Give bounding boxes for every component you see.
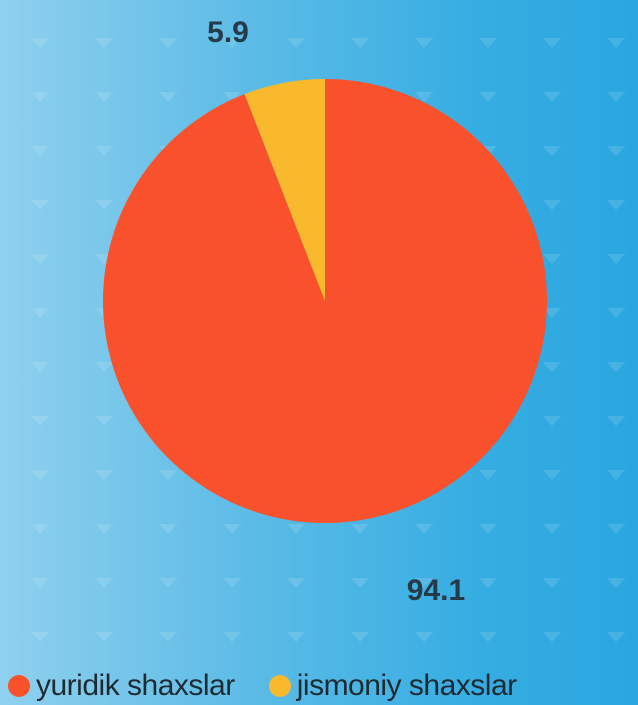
background-triangle [159, 92, 177, 102]
background-triangle [479, 578, 497, 588]
legend-label-jismoniy: jismoniy shaxslar [296, 669, 517, 702]
background-triangle [159, 578, 177, 588]
background-triangle [31, 578, 49, 588]
background-triangle [31, 524, 49, 534]
background-triangle [607, 578, 625, 588]
background-triangle [351, 524, 369, 534]
background-triangle [543, 308, 561, 318]
background-triangle [95, 38, 113, 48]
background-triangle [223, 92, 241, 102]
legend-swatch-yuridik [8, 675, 30, 697]
background-triangle [159, 38, 177, 48]
background-triangle [543, 578, 561, 588]
background-triangle [31, 308, 49, 318]
pie-data-labels: 94.1 5.9 [207, 16, 465, 607]
background-triangle [415, 38, 433, 48]
background-triangle [607, 524, 625, 534]
legend: yuridik shaxslar jismoniy shaxslar [8, 666, 517, 705]
background-triangle [351, 578, 369, 588]
background-triangle [607, 92, 625, 102]
background-triangle [543, 632, 561, 642]
background-triangle [287, 524, 305, 534]
background-triangle [543, 416, 561, 426]
legend-item-yuridik[interactable]: yuridik shaxslar [8, 669, 235, 703]
background-triangle [479, 524, 497, 534]
background-triangle [95, 200, 113, 210]
background-triangle [415, 632, 433, 642]
legend-item-jismoniy[interactable]: jismoniy shaxslar [268, 669, 517, 703]
background-triangle [223, 578, 241, 588]
background-triangle [607, 470, 625, 480]
background-triangle [415, 92, 433, 102]
background-triangle [95, 524, 113, 534]
background-triangle [543, 38, 561, 48]
background-triangle [31, 146, 49, 156]
background-triangle [543, 362, 561, 372]
background-triangle [31, 92, 49, 102]
pie-slices [102, 79, 548, 523]
background-triangle [31, 416, 49, 426]
background-triangle [351, 632, 369, 642]
background-triangle [223, 632, 241, 642]
background-triangle [223, 524, 241, 534]
background-triangle [31, 470, 49, 480]
background-triangle [543, 470, 561, 480]
background-triangle [607, 308, 625, 318]
background-triangle [95, 416, 113, 426]
background-triangle [287, 578, 305, 588]
data-label-yuridik: 94.1 [407, 574, 465, 607]
background-triangle [159, 524, 177, 534]
background-triangle [607, 146, 625, 156]
background-triangle [543, 524, 561, 534]
background-triangle [31, 632, 49, 642]
background-triangle [543, 146, 561, 156]
pie-slice-yuridik[interactable] [102, 79, 548, 523]
background-triangle [95, 146, 113, 156]
pie-slice-jismoniy[interactable] [244, 79, 325, 301]
background-triangle [543, 200, 561, 210]
background-triangle [543, 254, 561, 264]
background-triangle [31, 362, 49, 372]
background-triangle [607, 416, 625, 426]
background-triangle [223, 38, 241, 48]
background-triangle [415, 524, 433, 534]
background-triangle [31, 38, 49, 48]
background-triangle [607, 632, 625, 642]
background-triangle [479, 470, 497, 480]
background-triangle [287, 38, 305, 48]
background-triangle [31, 200, 49, 210]
background-triangle [607, 38, 625, 48]
legend-label-yuridik: yuridik shaxslar [36, 669, 235, 702]
background-triangle [415, 578, 433, 588]
background-triangle [607, 254, 625, 264]
background-triangle [287, 632, 305, 642]
background-triangle [351, 38, 369, 48]
background-triangle [479, 92, 497, 102]
background-triangle [95, 470, 113, 480]
background-triangle [95, 632, 113, 642]
background-triangle [95, 92, 113, 102]
background-triangle [543, 92, 561, 102]
background-triangle [95, 362, 113, 372]
background-triangle [159, 632, 177, 642]
legend-swatch-jismoniy [268, 675, 291, 697]
background-triangle [159, 470, 177, 480]
background-triangle [31, 254, 49, 264]
background-triangle [607, 362, 625, 372]
background-triangle [479, 38, 497, 48]
background-triangle [479, 632, 497, 642]
background-triangle [95, 578, 113, 588]
background-triangle [607, 200, 625, 210]
data-label-jismoniy: 5.9 [207, 16, 249, 49]
